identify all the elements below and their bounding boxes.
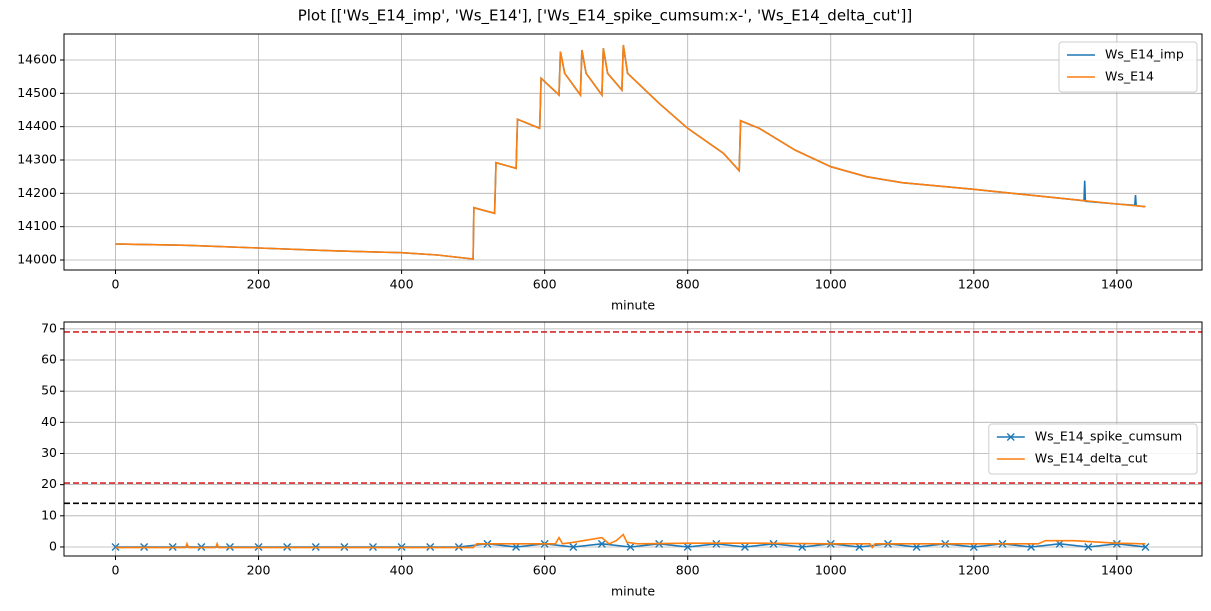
legend-label: Ws_E14_delta_cut [1035, 451, 1148, 466]
plot-area [64, 331, 1202, 551]
x-marker [1084, 542, 1093, 551]
x-tick-label: 1400 [1101, 277, 1133, 292]
legend-label: Ws_E14_imp [1105, 47, 1184, 62]
x-tick-label: 600 [533, 563, 557, 578]
legend-box [988, 423, 1198, 475]
x-tick-label: 400 [390, 563, 414, 578]
y-tick-label: 0 [49, 538, 57, 553]
x-tick-label: 800 [676, 563, 700, 578]
x-tick-label: 0 [112, 563, 120, 578]
x-axis-label: minute [611, 298, 655, 313]
x-marker [626, 542, 635, 551]
x-tick-label: 200 [247, 563, 271, 578]
y-tick-label: 30 [41, 445, 57, 460]
y-tick-label: 10 [41, 507, 57, 522]
axes-frame [63, 321, 1203, 557]
x-tick-label: 1400 [1101, 563, 1133, 578]
x-marker [740, 542, 749, 551]
x-marker [798, 542, 807, 551]
x-marker [569, 542, 578, 551]
y-tick-label: 14300 [17, 152, 57, 167]
y-tick-label: 40 [41, 414, 57, 429]
y-tick-label: 60 [41, 352, 57, 367]
figure-title: Plot [['Ws_E14_imp', 'Ws_E14'], ['Ws_E14… [298, 7, 913, 26]
x-marker [512, 542, 521, 551]
legend-label: Ws_E14 [1105, 69, 1154, 84]
plot-area [115, 44, 1146, 260]
y-tick-label: 14500 [17, 85, 57, 100]
x-tick-label: 200 [247, 277, 271, 292]
y-tick-label: 14200 [17, 185, 57, 200]
x-tick-label: 400 [390, 277, 414, 292]
x-marker [597, 539, 606, 548]
x-marker [855, 542, 864, 551]
y-tick-label: 14100 [17, 218, 57, 233]
x-tick-label: 0 [112, 277, 120, 292]
series-line [115, 533, 1146, 550]
x-tick-label: 800 [676, 277, 700, 292]
x-tick-label: 1200 [958, 277, 990, 292]
x-marker [683, 542, 692, 551]
x-marker [1141, 542, 1150, 551]
x-tick-label: 1000 [815, 277, 847, 292]
x-marker [969, 542, 978, 551]
x-tick-label: 600 [533, 277, 557, 292]
x-marker [1055, 539, 1064, 548]
y-tick-label: 70 [41, 320, 57, 335]
y-tick-label: 20 [41, 476, 57, 491]
y-tick-label: 14400 [17, 118, 57, 133]
x-marker [912, 542, 921, 551]
x-tick-label: 1200 [958, 563, 990, 578]
axes-frame [63, 33, 1203, 271]
legend-marker [1006, 433, 1015, 441]
legend-label: Ws_E14_spike_cumsum [1035, 429, 1182, 444]
x-tick-label: 1000 [815, 563, 847, 578]
y-tick-label: 14000 [17, 252, 57, 267]
y-tick-label: 50 [41, 383, 57, 398]
x-axis-label: minute [611, 584, 655, 599]
x-marker [1027, 542, 1036, 551]
series-line [115, 44, 1146, 260]
y-tick-label: 14600 [17, 52, 57, 67]
